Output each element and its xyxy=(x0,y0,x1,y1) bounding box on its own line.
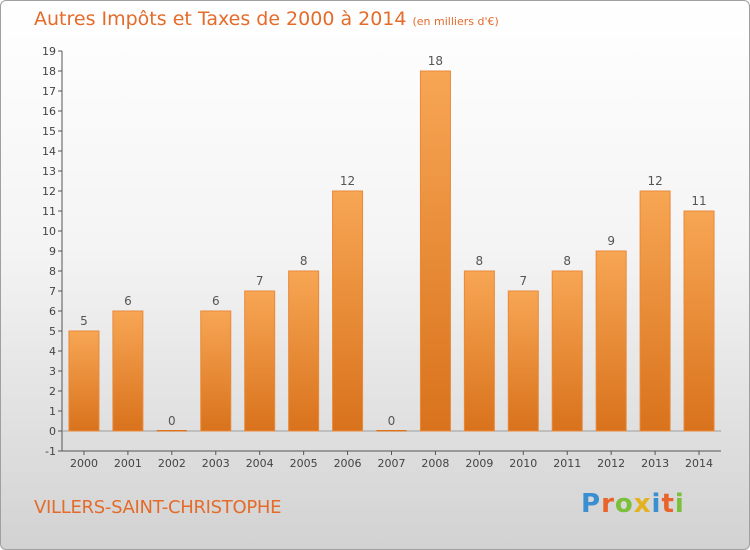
x-tick-label: 2013 xyxy=(641,457,669,470)
x-tick-label: 2012 xyxy=(597,457,625,470)
brand-letter: P xyxy=(581,489,602,519)
y-tick-label: 14 xyxy=(42,145,56,158)
y-tick-label: 6 xyxy=(49,305,56,318)
bar xyxy=(376,430,407,432)
x-tick-label: 2004 xyxy=(246,457,274,470)
y-tick-label: 0 xyxy=(49,425,56,438)
bar xyxy=(112,310,144,432)
data-label: 6 xyxy=(212,294,220,308)
brand-logo[interactable]: Proxiti xyxy=(581,489,685,519)
data-label: 18 xyxy=(428,54,443,68)
y-tick-label: 19 xyxy=(42,45,56,58)
bar xyxy=(68,330,100,432)
data-label: 9 xyxy=(607,234,615,248)
title-row: Autres Impôts et Taxes de 2000 à 2014 (en… xyxy=(34,8,499,30)
y-tick-label: 1 xyxy=(49,405,56,418)
data-label: 8 xyxy=(476,254,484,268)
brand-letter: i xyxy=(674,489,685,519)
bar xyxy=(156,430,187,432)
data-label: 12 xyxy=(340,174,355,188)
data-label: 7 xyxy=(519,274,527,288)
y-tick-label: 16 xyxy=(42,105,56,118)
bar xyxy=(332,190,364,432)
y-tick-label: 5 xyxy=(49,325,56,338)
brand-letter: i xyxy=(651,489,662,519)
y-tick-label: 10 xyxy=(42,225,56,238)
x-tick-label: 2009 xyxy=(465,457,493,470)
y-tick-label: 12 xyxy=(42,185,56,198)
x-tick-label: 2006 xyxy=(334,457,362,470)
chart-unit: (en milliers d'€) xyxy=(412,15,499,28)
brand-letter: o xyxy=(614,489,634,519)
y-tick-label: 9 xyxy=(49,245,56,258)
y-tick-label: 4 xyxy=(49,345,56,358)
data-label: 11 xyxy=(691,194,706,208)
y-tick-label: 8 xyxy=(49,265,56,278)
x-tick-label: 2014 xyxy=(685,457,713,470)
bar xyxy=(639,190,671,432)
bar xyxy=(551,270,583,432)
bar xyxy=(463,270,495,432)
bar xyxy=(288,270,320,432)
chart-title: Autres Impôts et Taxes de 2000 à 2014 xyxy=(34,8,407,30)
x-tick-label: 2011 xyxy=(553,457,581,470)
brand-letter: x xyxy=(633,489,652,519)
data-label: 7 xyxy=(256,274,264,288)
brand-letter: r xyxy=(601,489,615,519)
bar xyxy=(244,290,276,432)
bar xyxy=(595,250,627,432)
x-tick-label: 2002 xyxy=(158,457,186,470)
commune-name: VILLERS-SAINT-CHRISTOPHE xyxy=(34,497,282,518)
y-tick-label: 17 xyxy=(42,85,56,98)
data-label: 5 xyxy=(80,314,88,328)
y-tick-label: 13 xyxy=(42,165,56,178)
x-tick-label: 2001 xyxy=(114,457,142,470)
x-tick-label: 2008 xyxy=(421,457,449,470)
brand-letter: t xyxy=(661,489,675,519)
x-tick-label: 2010 xyxy=(509,457,537,470)
y-tick-label: 11 xyxy=(42,205,56,218)
bar xyxy=(419,70,451,432)
data-label: 0 xyxy=(168,414,176,428)
bar xyxy=(200,310,232,432)
x-tick-label: 2003 xyxy=(202,457,230,470)
data-label: 8 xyxy=(563,254,571,268)
y-tick-label: -1 xyxy=(45,445,56,458)
data-label: 0 xyxy=(388,414,396,428)
y-tick-label: 7 xyxy=(49,285,56,298)
y-tick-label: 3 xyxy=(49,365,56,378)
y-tick-label: 15 xyxy=(42,125,56,138)
x-tick-label: 2005 xyxy=(290,457,318,470)
data-label: 12 xyxy=(647,174,662,188)
y-tick-label: 18 xyxy=(42,65,56,78)
x-tick-label: 2007 xyxy=(378,457,406,470)
bar xyxy=(507,290,539,432)
data-label: 8 xyxy=(300,254,308,268)
bar xyxy=(683,210,715,432)
x-tick-label: 2000 xyxy=(70,457,98,470)
data-label: 6 xyxy=(124,294,132,308)
y-tick-label: 2 xyxy=(49,385,56,398)
